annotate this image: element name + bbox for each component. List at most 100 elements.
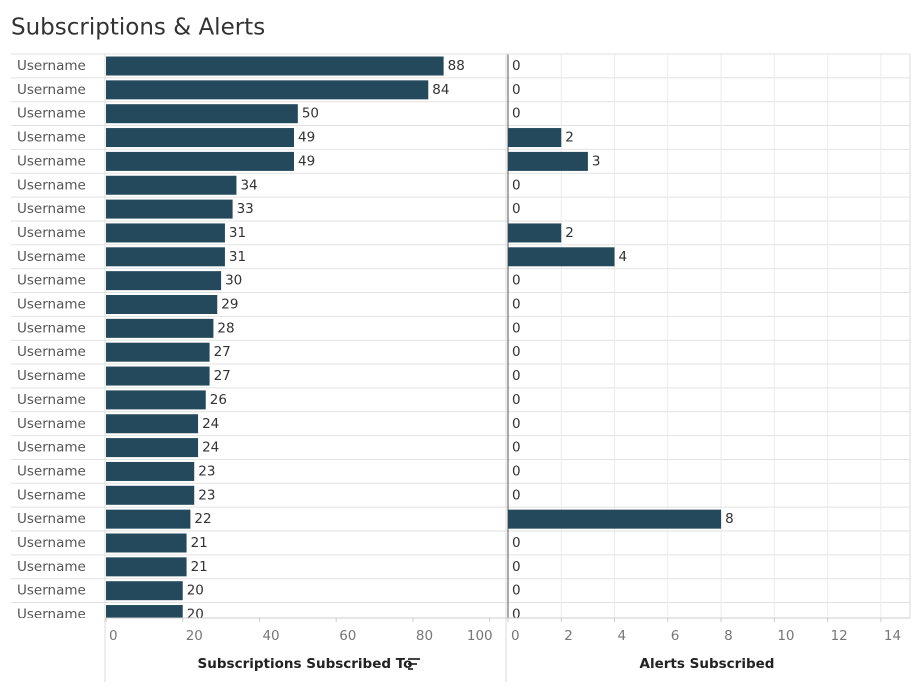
row-label: Username (17, 130, 86, 146)
value-label: 3 (592, 153, 601, 169)
row-label: Username (17, 583, 86, 599)
value-label: 0 (512, 273, 521, 289)
value-label: 0 (512, 58, 521, 74)
value-label: 22 (194, 511, 211, 527)
bar (106, 533, 187, 553)
bar (106, 366, 210, 386)
row-label: Username (17, 177, 86, 193)
bar (106, 605, 183, 618)
value-label: 0 (512, 368, 521, 384)
bar (106, 461, 195, 481)
plot-area: Username Username Username Username Username… (11, 54, 910, 623)
bar (106, 271, 222, 291)
bar (106, 509, 191, 529)
row-label: Username (17, 440, 86, 456)
bar (106, 581, 183, 601)
x-tick-label: 10 (777, 628, 794, 644)
row-label: Username (17, 225, 86, 241)
value-label: 50 (302, 106, 319, 122)
x-tick-label: 100 (467, 628, 493, 644)
bar (106, 557, 187, 577)
value-label: 34 (240, 177, 257, 193)
row-label: Username (17, 607, 86, 623)
axis-title: Subscriptions Subscribed To (198, 656, 413, 672)
row-label: Username (17, 320, 86, 336)
bar (106, 390, 206, 410)
bar (106, 342, 210, 362)
bar (106, 151, 294, 171)
value-label: 29 (221, 297, 238, 313)
value-label: 0 (512, 440, 521, 456)
bar (106, 104, 298, 124)
value-label: 0 (512, 535, 521, 551)
row-label: Username (17, 153, 86, 169)
axis-title: Alerts Subscribed (640, 656, 775, 672)
x-tick-label: 60 (339, 628, 356, 644)
value-label: 49 (298, 153, 315, 169)
bar (106, 414, 199, 434)
value-label: 31 (229, 225, 246, 241)
x-tick-label: 80 (416, 628, 433, 644)
row-label: Username (17, 106, 86, 122)
bar (106, 295, 218, 314)
value-label: 21 (191, 535, 208, 551)
bar (106, 318, 214, 338)
bar (106, 80, 429, 100)
row-label: Username (17, 535, 86, 551)
value-label: 0 (512, 607, 521, 623)
row-label: Username (17, 416, 86, 432)
row-label: Username (17, 58, 86, 74)
value-label: 0 (512, 177, 521, 193)
x-tick-label: 14 (884, 628, 901, 644)
value-label: 23 (198, 487, 215, 503)
row-label: Username (17, 511, 86, 527)
x-tick-label: 0 (511, 628, 520, 644)
value-label: 4 (619, 249, 628, 265)
value-label: 31 (229, 249, 246, 265)
bar (106, 199, 233, 219)
value-label: 20 (187, 583, 204, 599)
row-label: Username (17, 273, 86, 289)
bar (508, 128, 562, 148)
bar (508, 223, 562, 243)
value-label: 88 (448, 58, 465, 74)
value-label: 0 (512, 82, 521, 98)
value-label: 21 (191, 559, 208, 575)
value-label: 27 (214, 368, 231, 384)
value-label: 8 (725, 511, 734, 527)
value-label: 20 (187, 607, 204, 623)
bar (106, 223, 225, 243)
value-label: 0 (512, 320, 521, 336)
x-tick-label: 20 (186, 628, 203, 644)
value-label: 0 (512, 201, 521, 217)
value-label: 0 (512, 344, 521, 360)
x-tick-label: 0 (109, 628, 118, 644)
row-label: Username (17, 344, 86, 360)
value-label: 26 (210, 392, 227, 408)
x-tick-label: 8 (724, 628, 733, 644)
bar (106, 56, 444, 76)
sort-icon[interactable] (408, 658, 420, 670)
value-label: 24 (202, 416, 219, 432)
row-label: Username (17, 201, 86, 217)
bar (508, 151, 588, 171)
value-label: 0 (512, 416, 521, 432)
value-label: 2 (565, 225, 574, 241)
x-tick-label: 6 (671, 628, 680, 644)
value-label: 0 (512, 392, 521, 408)
row-label: Username (17, 82, 86, 98)
bar (106, 438, 199, 458)
value-label: 24 (202, 440, 219, 456)
value-label: 33 (237, 201, 254, 217)
bar (106, 175, 237, 195)
bar (106, 247, 225, 267)
value-label: 0 (512, 487, 521, 503)
value-label: 84 (432, 82, 449, 98)
x-tick-label: 4 (618, 628, 627, 644)
x-tick-label: 40 (262, 628, 279, 644)
value-label: 49 (298, 130, 315, 146)
bar (106, 485, 195, 505)
value-label: 28 (217, 320, 234, 336)
row-label: Username (17, 487, 86, 503)
